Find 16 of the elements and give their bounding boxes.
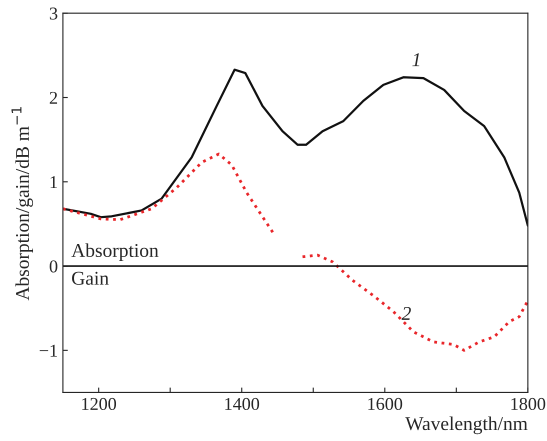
y-tick-label: 3 — [50, 8, 58, 20]
annotation: 2 — [402, 306, 411, 320]
annotation: 1 — [412, 53, 420, 66]
y-tick-label: 1 — [50, 176, 57, 188]
y-tick-label: 0 — [50, 260, 58, 273]
y-tick-label: 2 — [50, 92, 58, 104]
x-tick-label: 1600 — [368, 398, 402, 410]
x-tick-label: 1400 — [225, 398, 260, 410]
x-tick-label: 1200 — [82, 398, 116, 410]
x-tick-label: 1800 — [511, 398, 546, 410]
y-tick-label: −1 — [40, 344, 57, 357]
annotation: Gain — [72, 272, 109, 285]
line-series — [62, 68, 528, 227]
x-axis-title: Wavelength/nm — [405, 416, 528, 434]
y-axis-title: Absorption/gain/dB m$^{−1}$ — [12, 107, 34, 300]
annotation: Absorption — [71, 243, 158, 261]
